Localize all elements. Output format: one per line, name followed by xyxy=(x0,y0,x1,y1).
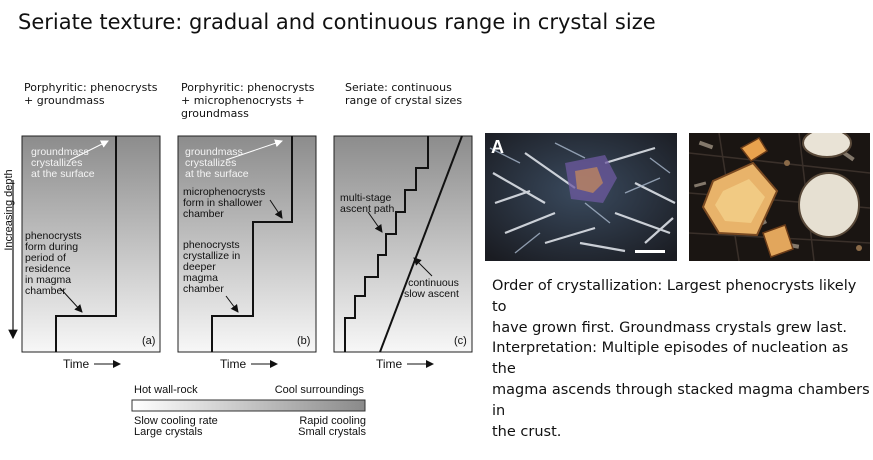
panel-b-leader-pheno xyxy=(225,295,239,313)
panel-c-time-label: Time xyxy=(376,357,403,371)
panel-c-caption: Seriate: continuous range of crystal siz… xyxy=(345,81,462,107)
panel-c-multistage-path xyxy=(344,136,429,352)
panel-a-caption-line: Porphyritic: phenocrysts xyxy=(24,81,158,94)
interpretation-line: magma ascends through stacked magma cham… xyxy=(492,382,870,419)
panel-a-ascent-path xyxy=(55,136,117,352)
micrograph-a-label: A xyxy=(491,137,504,157)
interpretation-line: Interpretation: Multiple episodes of nuc… xyxy=(492,340,849,377)
panel-c-continuous-path xyxy=(379,135,463,353)
panel-c-leader-continuous xyxy=(413,257,433,277)
panel-c-caption-line: Seriate: continuous xyxy=(345,81,452,94)
panel-b-phenocryst-label: phenocrysts crystallize in deeper magma … xyxy=(183,239,241,295)
crystallization-order-line: Order of crystallization: Largest phenoc… xyxy=(492,278,857,315)
crystallization-order-text: Order of crystallization: Largest phenoc… xyxy=(492,276,873,339)
legend-rapid-cooling: Rapid cooling Small crystals xyxy=(298,415,366,438)
panel-b-time-label: Time xyxy=(220,357,247,371)
panel-b-caption-line: + microphenocrysts + xyxy=(181,94,305,107)
micrograph-a: A xyxy=(485,133,677,261)
panel-b-letter: (b) xyxy=(297,335,310,347)
panel-a-caption-line: + groundmass xyxy=(24,94,105,107)
panel-b-leader-micro xyxy=(269,199,283,219)
panel-a-leader xyxy=(59,287,83,313)
panel-a-groundmass-label: groundmass crystallizes at the surface xyxy=(31,146,95,180)
panel-b-caption-line: Porphyritic: phenocrysts xyxy=(181,81,315,94)
panel-c-leader-multistage xyxy=(367,211,383,233)
panel-a-leader-white xyxy=(69,140,109,161)
legend-hot-wallrock: Hot wall-rock xyxy=(134,384,198,396)
panel-b-caption: Porphyritic: phenocrysts + microphenocry… xyxy=(181,81,314,120)
crystallization-order-line: have grown first. Groundmass crystals gr… xyxy=(492,320,848,336)
panel-c-box xyxy=(333,135,473,353)
panel-a-time-label: Time xyxy=(63,357,90,371)
cooling-gradient-bar xyxy=(131,399,366,412)
panel-c-letter: (c) xyxy=(454,335,467,347)
panel-b-leader-white xyxy=(225,139,283,161)
ascent-diagram: Increasing depth (a) Time (b) Time (c) T… xyxy=(3,135,473,412)
panel-b-microphenocryst-label: microphenocrysts form in shallower chamb… xyxy=(183,186,266,220)
panel-c-caption-line: range of crystal sizes xyxy=(345,94,463,107)
slide-title: Seriate texture: gradual and continuous … xyxy=(18,10,656,34)
panel-c-multistage-label: multi-stage ascent path xyxy=(340,192,395,215)
panel-a-phenocryst-label: phenocrysts form during period of reside… xyxy=(25,230,82,297)
interpretation-line: the crust. xyxy=(492,424,562,440)
depth-axis-label: Increasing depth xyxy=(3,169,15,250)
panel-b-ascent-path xyxy=(211,136,293,352)
panel-a-caption: Porphyritic: phenocrysts + groundmass xyxy=(24,81,157,107)
micrograph-b xyxy=(689,133,870,261)
panel-a-letter: (a) xyxy=(142,335,155,347)
panel-b-caption-line: groundmass xyxy=(181,107,249,120)
panel-c-continuous-label: continuous slow ascent xyxy=(404,277,459,300)
legend-cool-surroundings: Cool surroundings xyxy=(274,384,364,396)
panel-b-groundmass-label: groundmass crystallizes at the surface xyxy=(185,146,249,180)
legend-slow-cooling: Slow cooling rate Large crystals xyxy=(134,415,218,438)
interpretation-text: Interpretation: Multiple episodes of nuc… xyxy=(492,338,873,443)
